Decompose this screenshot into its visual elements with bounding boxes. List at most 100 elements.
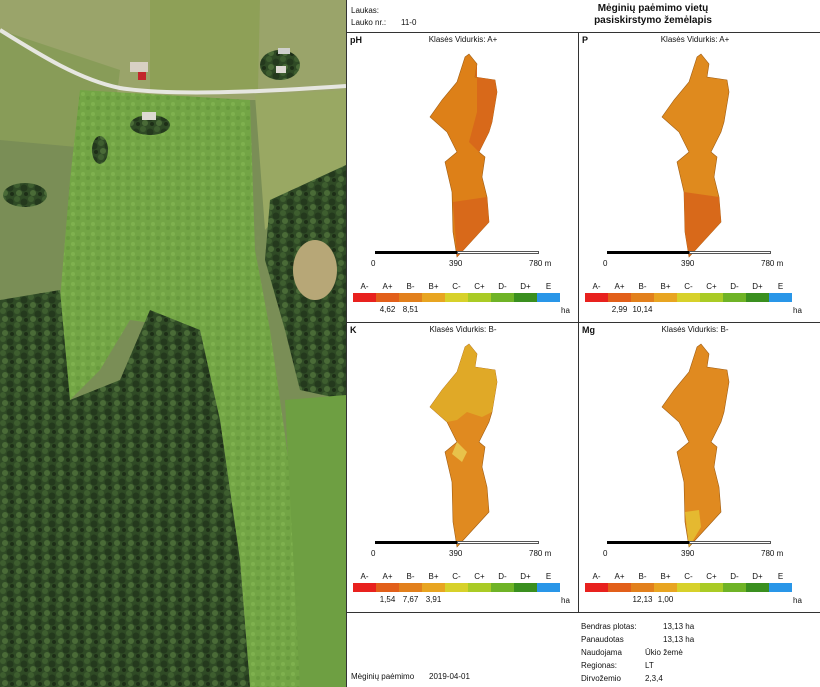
legend-swatches	[353, 583, 563, 592]
legend-swatch	[399, 583, 422, 592]
legend-swatch	[445, 293, 468, 302]
legend-swatch	[445, 583, 468, 592]
legend-unit: ha	[793, 596, 802, 605]
legend-swatch	[422, 293, 445, 302]
panel-k: K Klasės Vidurkis: B- 0 390 780 m A- A+ …	[347, 322, 579, 612]
report-header: Laukas: Lauko nr.: 11-0 Mėginių paėmimo …	[347, 0, 820, 33]
legend-swatch	[608, 293, 631, 302]
legend-value: 1,00	[657, 595, 674, 604]
legend-swatch	[677, 293, 700, 302]
scale-tick-0: 0	[603, 259, 608, 268]
panel-average: Klasės Vidurkis: A+	[428, 35, 498, 44]
scale-tick-0: 0	[371, 549, 376, 558]
legend-value: 4,62	[379, 305, 396, 314]
legend-value: 1,54	[379, 595, 396, 604]
legend-value	[608, 595, 631, 604]
legend-swatches	[585, 293, 795, 302]
summary-value-soil: 2,3,4	[645, 674, 663, 683]
legend-swatch	[608, 583, 631, 592]
legend-class: C+	[474, 282, 485, 291]
legend-swatch	[353, 583, 376, 592]
legend-class: B-	[406, 282, 415, 291]
scale-tick-390: 390	[681, 549, 695, 558]
legend-swatch	[468, 293, 491, 302]
legend-value: 10,14	[632, 305, 653, 314]
scale-tick-0: 0	[371, 259, 376, 268]
legend-value: 8,51	[402, 305, 419, 314]
legend-value	[445, 595, 468, 604]
summary-label-land-use: Naudojama	[581, 648, 622, 657]
legend-swatch	[468, 583, 491, 592]
legend-value	[468, 305, 491, 314]
summary-value-region: LT	[645, 661, 654, 670]
panel-divider-horizontal	[347, 322, 820, 323]
legend-unit: ha	[561, 306, 570, 315]
scale-tick-780: 780 m	[761, 259, 784, 268]
summary-value-land-use: Ūkio žemė	[645, 648, 683, 657]
legend-swatch	[723, 293, 746, 302]
panel-tag: K	[350, 325, 357, 335]
report-subtitle: pasiskirstymo žemėlapis	[594, 15, 712, 26]
legend-class: C-	[684, 282, 693, 291]
legend-swatch	[654, 293, 677, 302]
legend-swatch	[491, 293, 514, 302]
legend-unit: ha	[561, 596, 570, 605]
legend-class: A-	[592, 572, 601, 581]
scale-tick-390: 390	[449, 549, 463, 558]
legend-class: C+	[474, 572, 485, 581]
legend-swatch	[376, 583, 399, 592]
legend-swatch	[422, 583, 445, 592]
legend-swatch	[631, 293, 654, 302]
legend-value	[491, 305, 514, 314]
scale-tick-780: 780 m	[761, 549, 784, 558]
sampling-label: Mėginių paėmimo	[351, 672, 415, 681]
legend-swatch	[631, 583, 654, 592]
legend-class: E	[777, 282, 784, 291]
field-map	[429, 53, 498, 258]
legend-class: D+	[520, 572, 531, 581]
legend-class: B+	[660, 572, 671, 581]
legend-swatch	[769, 293, 792, 302]
legend-unit: ha	[793, 306, 802, 315]
sampling-date: 2019-04-01	[429, 672, 470, 681]
legend-value: 12,13	[632, 595, 653, 604]
legend-class: B+	[428, 282, 439, 291]
legend-swatch	[700, 583, 723, 592]
legend: A- A+ B- B+ C- C+ D- D+ E	[353, 572, 563, 604]
legend-class: B-	[638, 282, 647, 291]
legend-class: A+	[382, 572, 393, 581]
legend-value	[491, 595, 514, 604]
legend-value	[445, 305, 468, 314]
legend-class: D-	[498, 282, 507, 291]
field-number-value: 11-0	[401, 18, 417, 27]
panel-tag: P	[582, 35, 589, 45]
legend-class: B+	[660, 282, 671, 291]
legend-value: 2,99	[611, 305, 628, 314]
legend-swatch	[654, 583, 677, 592]
panel-tag: Mg	[582, 325, 595, 335]
legend-value	[514, 595, 537, 604]
summary-value-total-area: 13,13 ha	[663, 622, 695, 631]
scale-tick-780: 780 m	[529, 259, 552, 268]
panel-average: Klasės Vidurkis: B-	[661, 325, 729, 334]
panel-p: P Klasės Vidurkis: A+ 0 390 780 m A- A+ …	[579, 32, 811, 322]
scale-tick-390: 390	[681, 259, 695, 268]
legend-class: A-	[360, 282, 369, 291]
legend-swatch	[491, 583, 514, 592]
legend-value: 3,91	[425, 595, 442, 604]
legend-class: E	[777, 572, 784, 581]
report-sheet: Laukas: Lauko nr.: 11-0 Mėginių paėmimo …	[346, 0, 820, 687]
legend-class: C-	[684, 572, 693, 581]
legend-class: C+	[706, 572, 717, 581]
legend-swatch	[585, 583, 608, 592]
legend-class: E	[545, 282, 552, 291]
summary-divider	[347, 612, 820, 613]
legend: A- A+ B- B+ C- C+ D- D+ E	[353, 282, 563, 314]
legend-value	[537, 305, 560, 314]
scale-tick-0: 0	[603, 549, 608, 558]
legend-class: D-	[498, 572, 507, 581]
summary-label-total-area: Bendras plotas:	[581, 622, 637, 631]
legend-value	[514, 305, 537, 314]
legend-value	[746, 305, 769, 314]
field-map	[429, 343, 498, 548]
